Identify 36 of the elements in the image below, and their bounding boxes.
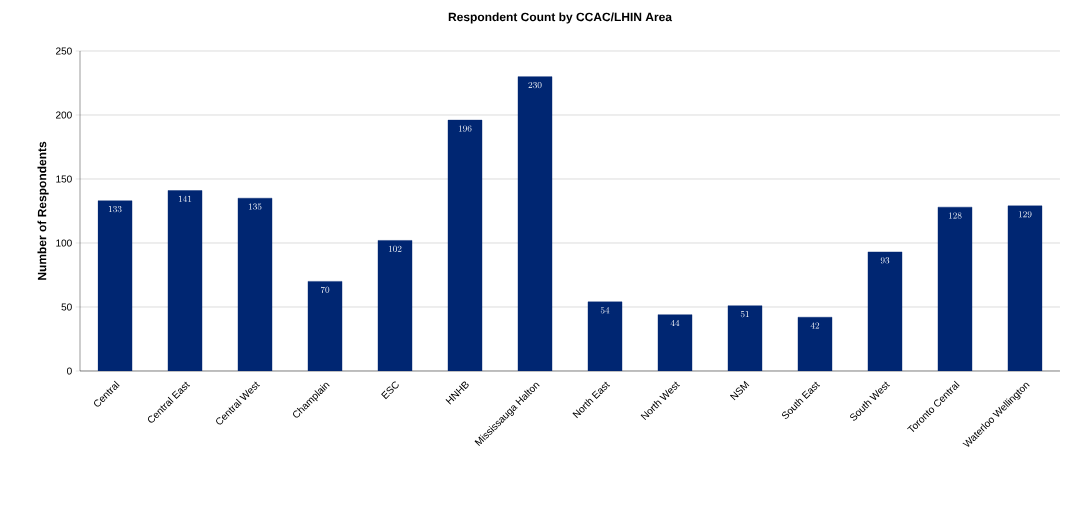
bar <box>167 190 203 371</box>
y-tick-label: 0 <box>67 367 72 375</box>
data-label: 44 <box>670 319 680 326</box>
data-label: 51 <box>740 311 749 318</box>
chart-title: Respondent Count by CCAC/LHIN Area <box>448 12 673 24</box>
data-label: 129 <box>1018 211 1032 218</box>
y-tick-label: 200 <box>56 111 72 119</box>
data-label: 70 <box>320 286 330 293</box>
bar <box>867 251 903 371</box>
data-label: 42 <box>810 322 820 329</box>
bar <box>447 119 483 371</box>
bar <box>727 305 763 371</box>
y-tick-label: 100 <box>56 239 72 247</box>
data-label: 128 <box>948 212 962 219</box>
bar <box>1007 205 1043 371</box>
bar <box>797 317 833 371</box>
y-tick-label: 150 <box>56 175 72 183</box>
data-label: 54 <box>600 307 610 314</box>
bar <box>937 206 973 371</box>
data-label: 196 <box>458 125 472 132</box>
bar <box>517 76 553 371</box>
bar <box>377 240 413 371</box>
data-label: 102 <box>388 245 402 252</box>
data-label: 133 <box>108 206 122 213</box>
y-tick-label: 250 <box>56 47 72 55</box>
bar <box>307 281 343 371</box>
bar <box>237 197 273 371</box>
data-label: 141 <box>178 195 192 202</box>
y-axis-title: Number of Respondents <box>37 141 49 280</box>
data-label: 230 <box>528 81 542 89</box>
data-label: 93 <box>880 257 890 264</box>
bar <box>97 200 133 371</box>
bar <box>587 301 623 371</box>
data-label: 135 <box>248 203 262 210</box>
y-tick-label: 50 <box>61 303 72 311</box>
bar <box>657 314 693 371</box>
